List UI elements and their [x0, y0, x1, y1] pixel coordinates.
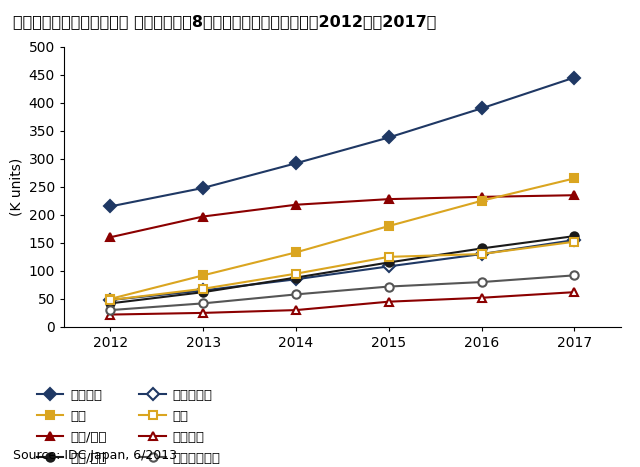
教育	[385, 223, 392, 229]
プロセス製造	[477, 279, 485, 285]
Line: 医療／福祉: 医療／福祉	[106, 236, 579, 304]
組立製造	[199, 310, 207, 316]
サービス	[385, 134, 392, 140]
Line: サービス: サービス	[106, 73, 579, 211]
流通/小売	[106, 234, 114, 240]
組立製造	[292, 307, 300, 313]
教育	[199, 273, 207, 278]
卸売	[477, 251, 485, 257]
建設/土木	[570, 234, 578, 239]
サービス	[570, 75, 578, 80]
卸売	[292, 271, 300, 276]
医療／福祉	[199, 288, 207, 293]
医療／福祉	[106, 297, 114, 303]
流通/小売	[199, 214, 207, 219]
Line: プロセス製造: プロセス製造	[106, 271, 579, 314]
建設/土木	[477, 246, 485, 251]
卸売	[199, 286, 207, 291]
教育	[570, 176, 578, 181]
建設/土木	[199, 290, 207, 295]
卸売	[106, 297, 114, 303]
サービス	[106, 204, 114, 209]
Line: 流通/小売: 流通/小売	[106, 191, 579, 241]
医療／福祉	[477, 251, 485, 257]
プロセス製造	[570, 273, 578, 278]
プロセス製造	[385, 284, 392, 290]
教育	[477, 198, 485, 204]
医療／福祉	[292, 276, 300, 282]
医療／福祉	[385, 263, 392, 269]
Line: 教育: 教育	[106, 174, 579, 303]
サービス	[292, 161, 300, 166]
流通/小売	[570, 192, 578, 198]
Line: 卸売: 卸売	[106, 238, 579, 304]
流通/小売	[477, 194, 485, 200]
流通/小売	[292, 202, 300, 207]
組立製造	[570, 290, 578, 295]
卸売	[385, 254, 392, 260]
Text: Source: IDC Japan, 6/2013: Source: IDC Japan, 6/2013	[13, 449, 177, 462]
Line: 組立製造: 組立製造	[106, 288, 579, 319]
教育	[106, 296, 114, 302]
Y-axis label: (K units): (K units)	[9, 158, 23, 216]
組立製造	[385, 299, 392, 304]
建設/土木	[385, 260, 392, 265]
Text: 国内法人タブレット市場： 出荷台数上位8産業分野の出荷台数予測、2012年〜2017年: 国内法人タブレット市場： 出荷台数上位8産業分野の出荷台数予測、2012年〜20…	[13, 14, 436, 29]
サービス	[199, 185, 207, 191]
組立製造	[106, 312, 114, 318]
流通/小売	[385, 196, 392, 202]
Legend: サービス, 教育, 流通/小売, 建設/土木, 医療／福祉, 卸売, 組立製造, プロセス製造: サービス, 教育, 流通/小売, 建設/土木, 医療／福祉, 卸売, 組立製造,…	[31, 384, 226, 467]
プロセス製造	[292, 291, 300, 297]
プロセス製造	[199, 301, 207, 306]
Line: 建設/土木: 建設/土木	[106, 232, 579, 308]
卸売	[570, 239, 578, 245]
建設/土木	[106, 301, 114, 306]
医療／福祉	[570, 237, 578, 243]
組立製造	[477, 295, 485, 301]
建設/土木	[292, 275, 300, 280]
プロセス製造	[106, 307, 114, 313]
サービス	[477, 106, 485, 111]
教育	[292, 249, 300, 255]
